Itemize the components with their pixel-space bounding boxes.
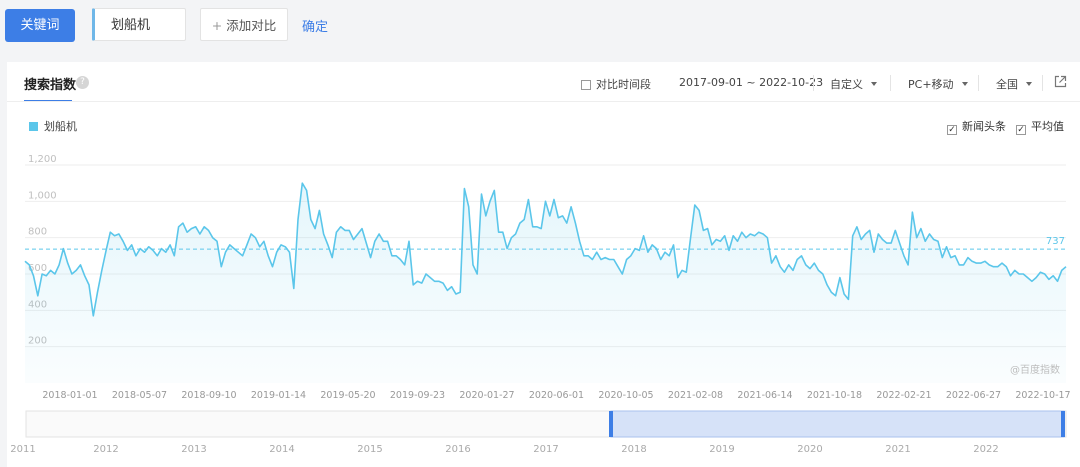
navigator-year-label: 2017 — [533, 444, 558, 455]
x-tick-label: 2019-01-14 — [251, 390, 306, 401]
x-tick-label: 2022-06-27 — [946, 390, 1001, 401]
date-range-picker[interactable]: 2017-09-01 ~ 2022-10-23 — [679, 76, 824, 89]
question-icon[interactable]: ? — [76, 76, 89, 89]
keyword-input[interactable]: 划船机 — [92, 8, 186, 41]
average-toggle[interactable]: ✓ 平均值 — [1016, 118, 1064, 135]
device-label: PC+移动 — [908, 78, 954, 91]
average-label: 平均值 — [1031, 120, 1064, 133]
average-label: 737 — [1046, 236, 1065, 247]
navigator-year-label: 2011 — [10, 444, 35, 455]
chevron-down-icon — [1026, 82, 1032, 86]
device-dropdown[interactable]: PC+移动 — [908, 76, 968, 92]
news-headlines-toggle[interactable]: ✓ 新闻头条 — [947, 118, 1006, 135]
navigator-year-label: 2018 — [621, 444, 646, 455]
series-area — [25, 183, 1066, 383]
compare-time-label: 对比时间段 — [596, 78, 651, 91]
navigator-handle-right — [1061, 411, 1065, 437]
checkbox-icon[interactable] — [581, 80, 591, 90]
x-tick-label: 2021-10-18 — [807, 390, 862, 401]
x-tick-label: 2020-10-05 — [598, 390, 653, 401]
add-compare-label: 添加对比 — [226, 18, 277, 33]
toolbar: 关键词 划船机 + 添加对比 确定 — [0, 0, 1080, 52]
x-tick-label: 2022-02-21 — [876, 390, 931, 401]
chart-legend: 划船机 — [29, 118, 77, 134]
checkbox-checked-icon[interactable]: ✓ — [1016, 125, 1026, 135]
custom-label: 自定义 — [830, 78, 863, 91]
series-line — [24, 182, 1067, 317]
x-tick-label: 2018-09-10 — [181, 390, 236, 401]
confirm-link[interactable]: 确定 — [302, 20, 329, 35]
navigator-year-label: 2019 — [709, 444, 734, 455]
keyword-button[interactable]: 关键词 — [5, 9, 75, 42]
x-tick-label: 2022-10-17 — [1015, 390, 1070, 401]
x-tick-label: 2018-01-01 — [42, 390, 97, 401]
compare-time-toggle[interactable]: 对比时间段 — [581, 76, 651, 92]
plus-icon: + — [211, 18, 223, 33]
y-tick-label: 1,200 — [28, 154, 57, 165]
navigator-year-label: 2022 — [973, 444, 998, 455]
chevron-down-icon — [961, 82, 968, 86]
add-compare-button[interactable]: + 添加对比 — [200, 8, 288, 41]
region-label: 全国 — [996, 78, 1018, 91]
x-tick-label: 2020-01-27 — [459, 390, 514, 401]
tab-search-index[interactable]: 搜索指数 — [24, 78, 77, 93]
y-tick-label: 600 — [28, 263, 47, 274]
divider — [813, 75, 814, 91]
watermark: @百度指数 — [1010, 363, 1060, 376]
navigator-year-label: 2016 — [445, 444, 470, 455]
navigator-year-label: 2014 — [269, 444, 294, 455]
navigator-year-label: 2015 — [357, 444, 382, 455]
x-tick-label: 2020-06-01 — [529, 390, 584, 401]
navigator-year-label: 2020 — [797, 444, 822, 455]
y-tick-label: 1,000 — [28, 190, 57, 201]
navigator-year-label: 2013 — [181, 444, 206, 455]
x-tick-label: 2019-09-23 — [390, 390, 445, 401]
x-tick-label: 2018-05-07 — [112, 390, 167, 401]
legend-swatch — [29, 122, 38, 131]
navigator-selection — [610, 410, 1065, 438]
x-tick-label: 2021-06-14 — [737, 390, 792, 401]
navigator-handle-left — [609, 411, 613, 437]
divider — [1042, 75, 1043, 91]
external-link-icon[interactable] — [1054, 75, 1067, 88]
news-headlines-label: 新闻头条 — [962, 120, 1006, 133]
chevron-down-icon — [871, 82, 877, 86]
navigator-year-label: 2012 — [93, 444, 118, 455]
divider — [890, 75, 891, 91]
custom-dropdown[interactable]: 自定义 — [830, 76, 877, 92]
divider — [7, 101, 1080, 102]
region-dropdown[interactable]: 全国 — [996, 76, 1032, 92]
x-tick-label: 2021-02-08 — [668, 390, 723, 401]
y-tick-label: 800 — [28, 227, 47, 238]
x-tick-label: 2019-05-20 — [320, 390, 375, 401]
legend-label: 划船机 — [44, 120, 77, 133]
divider — [978, 75, 979, 91]
navigator-year-label: 2021 — [885, 444, 910, 455]
checkbox-checked-icon[interactable]: ✓ — [947, 125, 957, 135]
